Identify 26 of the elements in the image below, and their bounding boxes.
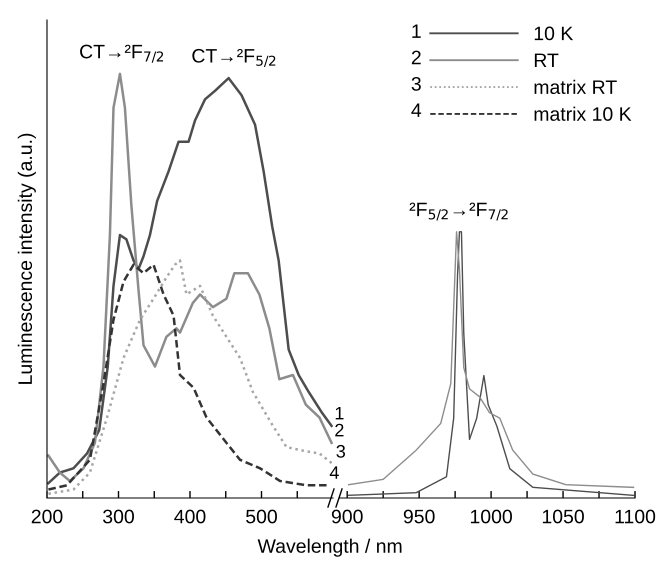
- legend-label: RT: [534, 54, 558, 67]
- annotation: ²F$_{5/2}$→²F$_{7/2}$: [410, 202, 508, 221]
- x-axis-title: Wavelength / nm: [258, 538, 402, 557]
- x-tick-label: 1000: [470, 510, 512, 524]
- annotation: 2: [335, 424, 344, 436]
- x-tick-label: 1050: [542, 510, 584, 524]
- text: 4: [411, 104, 422, 117]
- x-tick-label: 500: [246, 510, 277, 524]
- annotation: 1: [336, 406, 344, 420]
- y-axis-title: Luminescence intensity (a.u.): [18, 134, 36, 384]
- x-tick-label: 300: [103, 510, 134, 524]
- annotation: 3: [336, 444, 346, 458]
- legend-label: matrix RT: [534, 80, 617, 94]
- x-tick-label: 950: [404, 510, 435, 524]
- x-tick-label: 900: [332, 510, 363, 524]
- x-tick-label: 400: [174, 510, 206, 524]
- x-tick-label: 200: [32, 510, 62, 524]
- annotation: CT→²F$_{5/2}$: [192, 48, 276, 67]
- text: 2: [412, 50, 421, 64]
- legend-label: matrix 10 K: [534, 106, 632, 121]
- x-tick-label: 1100: [616, 510, 656, 524]
- annotation: 4: [330, 466, 339, 479]
- text: 3: [412, 76, 421, 91]
- legend-label: 10 K: [534, 26, 574, 40]
- annotation: CT→²F$_{7/2}$: [80, 44, 164, 63]
- text: 1: [412, 24, 421, 38]
